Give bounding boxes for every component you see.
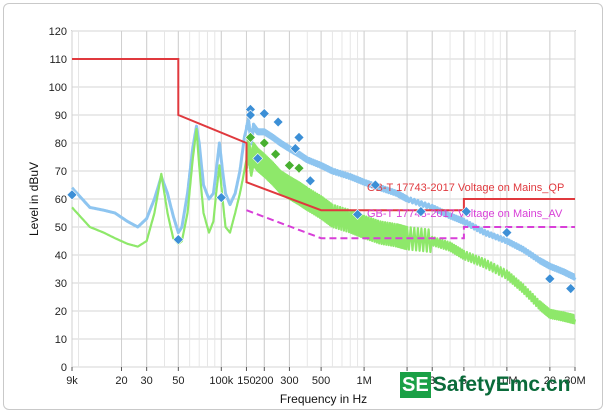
qp-marker bbox=[289, 143, 301, 155]
x-tick-label: 5 bbox=[461, 375, 467, 387]
qp-marker bbox=[352, 208, 363, 220]
qp-marker bbox=[272, 116, 284, 128]
watermark-text: SafetyEmc.cn bbox=[432, 373, 571, 396]
qp-marker bbox=[415, 206, 427, 218]
y-tick-label: 80 bbox=[55, 138, 67, 150]
qp-marker bbox=[369, 179, 381, 191]
y-tick-label: 10 bbox=[55, 334, 67, 346]
x-tick-label: 300 bbox=[280, 375, 298, 387]
qp-limit-line bbox=[72, 58, 575, 212]
y-tick-label: 50 bbox=[55, 222, 67, 234]
qp-limit-label: GB-T 17743-2017 Voltage on Mains_QP bbox=[367, 182, 564, 194]
x-tick-label: 150 bbox=[237, 375, 255, 387]
y-tick-label: 70 bbox=[55, 166, 67, 178]
qp-marker bbox=[252, 152, 264, 164]
qp-marker bbox=[544, 273, 556, 285]
y-tick-label: 100 bbox=[49, 82, 67, 94]
qp-marker bbox=[66, 189, 78, 201]
x-tick-label: 9k bbox=[66, 375, 78, 387]
measurement-trace bbox=[70, 117, 577, 281]
y-tick-label: 0 bbox=[61, 362, 67, 374]
av-marker bbox=[258, 137, 270, 149]
y-tick-label: 120 bbox=[49, 26, 67, 38]
qp-marker bbox=[215, 192, 227, 204]
qp-marker bbox=[258, 108, 270, 120]
x-tick-label: 200 bbox=[255, 375, 273, 387]
y-tick-label: 90 bbox=[55, 110, 67, 122]
measurement-trace bbox=[71, 127, 577, 325]
x-tick-label: 20 bbox=[544, 375, 556, 387]
av-limit-line bbox=[246, 209, 575, 240]
x-tick-label: 3 bbox=[429, 375, 435, 387]
x-tick-label: 100k bbox=[209, 375, 233, 387]
watermark: SE SafetyEmc.cn bbox=[400, 370, 570, 400]
x-tick-label: 500 bbox=[312, 375, 330, 387]
av-marker bbox=[270, 148, 282, 160]
x-tick-label: 30M bbox=[564, 375, 585, 387]
x-tick-label: 50 bbox=[172, 375, 184, 387]
x-tick-label: 20 bbox=[115, 375, 127, 387]
y-tick-label: 20 bbox=[55, 306, 67, 318]
x-tick-label: 30 bbox=[141, 375, 153, 387]
qp-marker bbox=[460, 206, 472, 218]
watermark-logo-box: SE bbox=[400, 372, 431, 398]
qp-marker bbox=[172, 234, 184, 246]
y-tick-label: 110 bbox=[49, 54, 67, 66]
y-tick-label: 30 bbox=[55, 278, 67, 290]
y-axis-title: Level in dBuV bbox=[27, 162, 41, 236]
x-axis-title: Frequency in Hz bbox=[280, 392, 367, 406]
qp-marker bbox=[293, 131, 305, 143]
av-marker bbox=[293, 162, 305, 174]
av-marker bbox=[245, 131, 256, 143]
qp-marker bbox=[245, 109, 256, 121]
av-marker bbox=[284, 159, 295, 171]
qp-marker bbox=[501, 227, 513, 239]
y-tick-label: 40 bbox=[55, 250, 67, 262]
x-tick-label: 1M bbox=[356, 375, 371, 387]
y-tick-label: 60 bbox=[55, 194, 67, 206]
qp-marker bbox=[304, 175, 316, 187]
x-tick-label: 10M bbox=[496, 375, 517, 387]
qp-marker bbox=[565, 283, 577, 295]
